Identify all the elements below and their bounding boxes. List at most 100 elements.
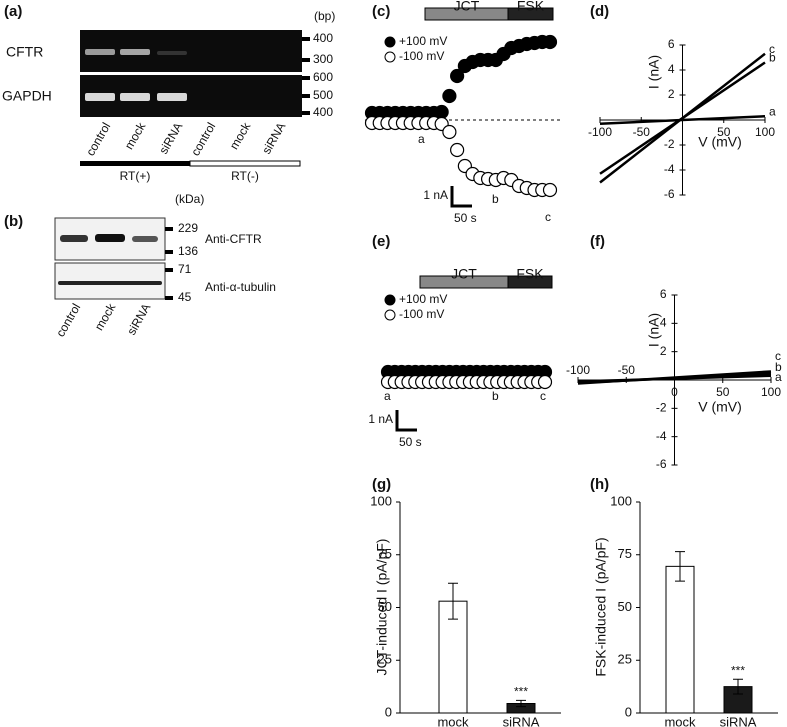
x-tick-label: -100 — [566, 363, 590, 377]
legend-label: -100 mV — [399, 307, 444, 321]
marker-tick — [302, 37, 310, 41]
y-tick-label: -6 — [656, 457, 667, 471]
y-tick-label: 50 — [618, 599, 632, 614]
data-point — [537, 374, 553, 390]
x-tick-label: 100 — [761, 385, 781, 399]
panel-label: (h) — [590, 476, 609, 493]
x-axis-title: V (mV) — [698, 399, 742, 415]
scale-label: 50 s — [399, 435, 422, 449]
marker-label: 136 — [178, 244, 198, 258]
scale-bar — [450, 186, 472, 208]
period-label: JCT — [451, 266, 477, 282]
series-label: b — [775, 360, 782, 374]
data-point — [442, 124, 457, 140]
panel-label: (a) — [4, 3, 22, 20]
point-label: a — [384, 389, 391, 403]
error-bar — [733, 678, 743, 695]
y-tick-label: 0 — [385, 704, 392, 719]
scale-label: 50 s — [454, 211, 477, 225]
legend-label: +100 mV — [399, 34, 447, 48]
point-label: c — [540, 389, 546, 403]
panel-label: (g) — [372, 476, 391, 493]
x-axis-title: V (mV) — [698, 134, 742, 150]
period-label: FSK — [517, 0, 545, 14]
marker-tick — [165, 250, 173, 254]
lane-label: mock — [92, 300, 119, 333]
x-tick-label: siRNA — [503, 714, 540, 727]
y-tick-label: 6 — [660, 287, 667, 301]
panel-label: (f) — [590, 233, 605, 250]
marker-label: 71 — [178, 262, 192, 276]
marker-tick — [165, 296, 173, 300]
group-label: RT(+) — [120, 169, 151, 183]
x-tick-label: mock — [664, 714, 696, 727]
legend-marker — [384, 36, 396, 48]
row-label: Anti-CFTR — [205, 232, 262, 246]
series-label: c — [769, 42, 775, 56]
y-tick-label: -6 — [664, 187, 675, 201]
y-tick-label: 75 — [618, 546, 632, 561]
x-tick-label: 50 — [716, 385, 730, 399]
scale-label: 1 nA — [368, 412, 393, 426]
y-tick-label: 100 — [370, 493, 392, 508]
y-tick-label: 2 — [660, 344, 667, 358]
data-point — [434, 104, 449, 120]
rt-plus-bar — [80, 161, 190, 166]
x-tick-label: 50 — [717, 125, 731, 139]
point-label: c — [545, 210, 551, 224]
band — [132, 236, 158, 242]
iv-line — [599, 115, 766, 125]
band — [85, 93, 115, 101]
lane-label: siRNA — [156, 120, 185, 156]
data-point — [542, 34, 558, 50]
scale-bar — [395, 410, 417, 432]
y-tick-label: 2 — [668, 87, 675, 101]
marker-label: 500 — [313, 88, 333, 102]
y-tick-label: 25 — [618, 652, 632, 667]
row-label: CFTR — [6, 44, 43, 60]
iv-line — [577, 370, 772, 385]
point-label: b — [492, 389, 499, 403]
error-bar — [448, 582, 458, 620]
point-label: b — [492, 192, 499, 206]
y-tick-label: 50 — [378, 599, 392, 614]
lane-label: siRNA — [124, 301, 153, 337]
period-bar — [507, 275, 553, 289]
error-bar — [675, 551, 685, 582]
band — [95, 234, 125, 242]
marker-tick — [302, 76, 310, 80]
rt-minus-bar — [189, 160, 301, 167]
lane-label: siRNA — [259, 120, 288, 156]
period-label: JCT — [454, 0, 480, 14]
marker-tick — [165, 227, 173, 231]
band — [120, 93, 150, 101]
band — [120, 49, 150, 55]
row-label: GAPDH — [2, 88, 52, 104]
y-tick-label: 0 — [625, 704, 632, 719]
bar — [438, 600, 468, 714]
row-label: Anti-α-tubulin — [205, 280, 276, 294]
y-tick-label: 6 — [668, 37, 675, 51]
gel-cftr — [80, 30, 302, 72]
series-label: c — [775, 349, 781, 363]
x-tick-label: siRNA — [720, 714, 757, 727]
panel-label: (b) — [4, 213, 23, 230]
marker-tick — [165, 268, 173, 272]
significance: *** — [731, 663, 745, 677]
x-tick-label: 100 — [755, 125, 775, 139]
marker-tick — [302, 58, 310, 62]
panel-label: (c) — [372, 3, 390, 20]
marker-label: 45 — [178, 290, 192, 304]
bar — [665, 565, 695, 714]
y-tick-label: 100 — [610, 493, 632, 508]
y-tick-label: -2 — [664, 137, 675, 151]
lane-label: control — [53, 301, 83, 339]
series-label: a — [769, 104, 776, 118]
x-tick-label: -50 — [618, 363, 636, 377]
marker-tick — [302, 111, 310, 115]
x-tick-label: -50 — [633, 125, 651, 139]
error-bar — [516, 699, 526, 708]
band — [85, 49, 115, 55]
y-tick-label: 25 — [378, 652, 392, 667]
